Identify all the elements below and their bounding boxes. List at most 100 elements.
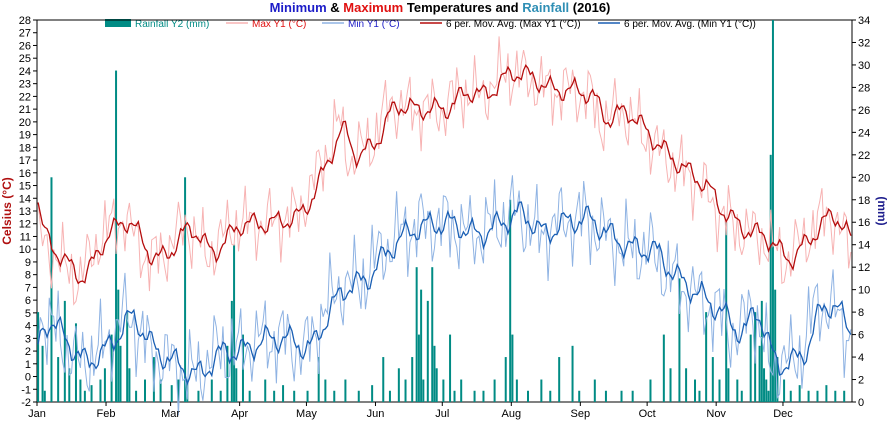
rainfall-bar (511, 334, 514, 402)
y2-tick-label: 28 (858, 82, 870, 94)
rainfall-bar (843, 390, 846, 402)
rainfall-bar (593, 379, 596, 402)
rainfall-bar (135, 390, 138, 402)
y1-tick-label: 19 (19, 130, 31, 142)
legend-swatch (105, 19, 131, 27)
rainfall-bar (433, 345, 436, 402)
rainfall-bar (411, 357, 414, 402)
rainfall-bar (382, 357, 385, 402)
y1-tick-label: 1 (25, 359, 31, 371)
y1-tick-label: 26 (19, 40, 31, 52)
rainfall-bar (226, 345, 229, 402)
rainfall-bar (63, 300, 66, 402)
temperature-series (37, 36, 852, 416)
rainfall-bar (807, 390, 810, 402)
rainfall-bar (282, 385, 285, 402)
title-segment: Temperatures and (403, 0, 522, 15)
rainfall-bar (357, 390, 360, 402)
x-tick-label: Nov (706, 408, 726, 420)
x-tick-label: Aug (502, 408, 522, 420)
x-tick-label: Sep (571, 408, 591, 420)
rainfall-bar (117, 289, 120, 402)
y2-tick-label: 20 (858, 172, 870, 184)
rainfall-bar (442, 379, 445, 402)
y1-tick-label: -2 (21, 397, 31, 409)
y1-tick-label: 18 (19, 142, 31, 154)
y1-tick-label: 23 (19, 79, 31, 91)
rainfall-bar (68, 368, 71, 402)
legend-label: Max Y1 (°C) (252, 19, 306, 30)
y2-tick-label: 4 (858, 352, 864, 364)
legend-label: 6 per. Mov. Avg. (Max Y1 (°C)) (446, 19, 581, 30)
rainfall-bar (415, 267, 418, 402)
y1-tick-label: 10 (19, 244, 31, 256)
rainfall-bar (767, 390, 770, 402)
rainfall-bar (558, 357, 561, 402)
rainfall-bar (333, 390, 336, 402)
y1-axis: -2-1012345678910111213141516171819202122… (19, 15, 37, 409)
rainfall-bar (219, 390, 222, 402)
rainfall-bar (431, 267, 434, 402)
rainfall-bar (115, 70, 118, 402)
y1-tick-label: 17 (19, 155, 31, 167)
rainfall-bar (184, 177, 187, 402)
rainfall-bar (422, 379, 425, 402)
rainfall-bar (771, 20, 774, 402)
rainfall-bar (473, 390, 476, 402)
rainfall-bar (197, 390, 200, 402)
rainfall-bar (426, 300, 429, 402)
y2-tick-label: 0 (858, 397, 864, 409)
y1-tick-label: 24 (19, 66, 31, 78)
rainfall-bar (578, 390, 581, 402)
y2-tick-label: 22 (858, 150, 870, 162)
rainfall-bar (504, 357, 507, 402)
rainfall-bar (371, 385, 374, 402)
rainfall-bar (758, 345, 761, 402)
rainfall-bar (727, 368, 730, 402)
rainfall-bar (344, 379, 347, 402)
rainfall-bar (177, 379, 180, 402)
y2-tick-label: 14 (858, 240, 870, 252)
title-segment: Rainfall (522, 0, 569, 15)
title-segment: & (327, 0, 344, 15)
rainfall-bar (760, 300, 763, 402)
rainfall-bar (324, 379, 327, 402)
rainfall-bar (669, 368, 672, 402)
rainfall-bar (685, 368, 688, 402)
rainfall-bar (769, 154, 772, 402)
rainfall-bar (99, 379, 102, 402)
rainfall-bar (273, 390, 276, 402)
rainfall-bar (126, 312, 129, 402)
rainfall-bar (482, 390, 485, 402)
y1-tick-label: 13 (19, 206, 31, 218)
rainfall-bar (549, 390, 552, 402)
legend-label: 6 per. Mov. Avg. (Min Y1 (°C)) (624, 19, 756, 30)
y1-tick-label: 6 (25, 295, 31, 307)
rainfall-bar (317, 357, 320, 402)
y1-tick-label: 7 (25, 282, 31, 294)
rainfall-bar (90, 385, 93, 402)
rainfall-bar (776, 357, 779, 402)
rainfall-bar (698, 390, 701, 402)
plot-area (36, 19, 853, 416)
rainfall-bar (453, 390, 456, 402)
y1-tick-label: 14 (19, 193, 31, 205)
x-tick-label: Feb (97, 408, 116, 420)
rainfall-bar (103, 368, 106, 402)
rainfall-bar (57, 357, 60, 402)
rainfall-bar (144, 379, 146, 402)
y2-tick-label: 18 (858, 195, 870, 207)
rainfall-bar (825, 385, 828, 402)
rainfall-bar (435, 368, 438, 402)
x-tick-label: Dec (773, 408, 793, 420)
rainfall-bar (417, 334, 420, 402)
rainfall-bar (230, 300, 233, 402)
y1-tick-label: 4 (25, 321, 31, 333)
rainfall-bar (783, 379, 786, 402)
rainfall-bar (515, 379, 518, 402)
rainfall-bar (540, 379, 543, 402)
rainfall-bar (705, 312, 708, 402)
rainfall-bar (50, 177, 53, 402)
x-tick-label: Mar (161, 408, 180, 420)
